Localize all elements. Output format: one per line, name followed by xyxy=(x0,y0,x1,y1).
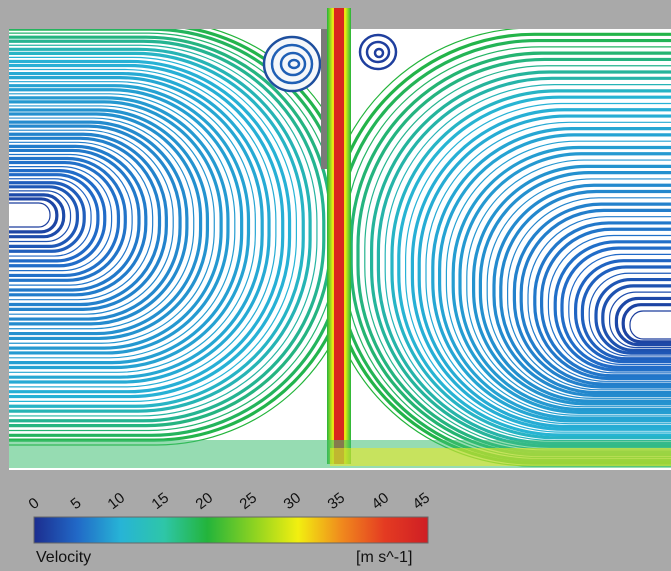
streamline xyxy=(9,32,327,432)
streamline xyxy=(9,56,297,402)
streamline xyxy=(9,68,277,388)
streamline xyxy=(9,108,209,340)
streamline xyxy=(9,160,121,278)
streamline xyxy=(540,227,671,378)
tick-label: 25 xyxy=(236,489,261,513)
streamline xyxy=(533,221,671,381)
streamline xyxy=(9,112,203,336)
streamline xyxy=(425,121,671,425)
streamline xyxy=(629,310,671,340)
streamline xyxy=(580,265,671,361)
streamline xyxy=(507,197,671,391)
streamline xyxy=(9,181,86,253)
legend-unit: [m s^-1] xyxy=(356,549,413,566)
streamline xyxy=(405,102,671,433)
streamline xyxy=(9,169,107,268)
streamline xyxy=(466,159,671,408)
streamline xyxy=(9,39,326,423)
streamline xyxy=(431,127,671,423)
streamline xyxy=(9,35,327,428)
streamline xyxy=(397,95,671,437)
streamline xyxy=(9,72,271,384)
tick-label: 40 xyxy=(368,489,393,513)
streamline xyxy=(472,164,671,406)
streamline xyxy=(9,132,168,311)
tick-label: 20 xyxy=(192,489,217,513)
streamline xyxy=(588,272,671,357)
streamline xyxy=(9,136,162,307)
streamline xyxy=(9,197,59,234)
streamline xyxy=(9,193,66,239)
streamline xyxy=(9,84,251,370)
streamline xyxy=(553,240,671,372)
streamline xyxy=(614,296,671,347)
streamline xyxy=(568,253,671,365)
streamline xyxy=(560,246,671,369)
streamline xyxy=(9,153,133,286)
streamline xyxy=(9,124,182,321)
streamline xyxy=(9,141,154,301)
streamline xyxy=(9,93,236,359)
streamline xyxy=(492,183,671,398)
colorbar xyxy=(33,516,429,544)
streamline xyxy=(451,145,671,414)
streamline xyxy=(9,148,141,292)
streamline xyxy=(9,117,195,330)
streamline xyxy=(9,100,223,350)
streamline xyxy=(9,144,148,297)
streamline xyxy=(458,152,671,412)
streamline xyxy=(9,190,72,243)
legend-title: Velocity xyxy=(36,549,92,566)
tick-label: 0 xyxy=(25,494,43,513)
streamline xyxy=(410,108,671,431)
corner-eddy-right xyxy=(358,33,398,71)
streamline xyxy=(9,129,174,315)
streamline xyxy=(9,173,100,263)
streamline xyxy=(9,76,264,379)
streamline xyxy=(574,259,671,364)
tick-label: 35 xyxy=(324,489,349,513)
streamline xyxy=(9,44,318,417)
streamline xyxy=(547,234,671,374)
streamline xyxy=(609,291,671,349)
streamline xyxy=(9,96,230,355)
streamline xyxy=(390,89,671,440)
streamline xyxy=(9,156,127,282)
streamline xyxy=(9,178,92,257)
streamline xyxy=(9,88,244,365)
tick-label: 30 xyxy=(280,489,305,513)
streamline xyxy=(9,63,285,394)
streamline xyxy=(9,166,113,272)
corner-eddy-left xyxy=(262,35,322,93)
baffle-wall xyxy=(321,29,329,169)
tick-label: 15 xyxy=(148,489,173,513)
streamline xyxy=(601,284,671,352)
streamline xyxy=(478,171,671,403)
streamline xyxy=(417,114,671,429)
streamline xyxy=(9,185,79,248)
streamline xyxy=(486,178,671,399)
tick-label: 45 xyxy=(409,489,434,513)
tick-label: 10 xyxy=(104,489,129,513)
tick-label: 5 xyxy=(67,494,85,513)
streamline xyxy=(512,202,671,389)
streamline xyxy=(9,120,189,326)
streamline xyxy=(445,140,671,416)
left-vortex-streamlines xyxy=(9,29,327,446)
streamline xyxy=(438,133,671,420)
streamline xyxy=(594,277,671,355)
streamline xyxy=(9,47,312,413)
streamline xyxy=(621,303,671,344)
streamline xyxy=(9,29,327,437)
streamline xyxy=(9,81,256,373)
streamline xyxy=(9,51,305,408)
streamline xyxy=(519,208,671,386)
legend: 0 5 10 15 20 25 30 35 40 45 xyxy=(0,470,671,571)
streamline xyxy=(527,216,671,382)
streamline xyxy=(499,189,671,395)
streamline xyxy=(9,105,215,344)
streamline xyxy=(9,59,292,399)
streamline xyxy=(9,202,51,228)
